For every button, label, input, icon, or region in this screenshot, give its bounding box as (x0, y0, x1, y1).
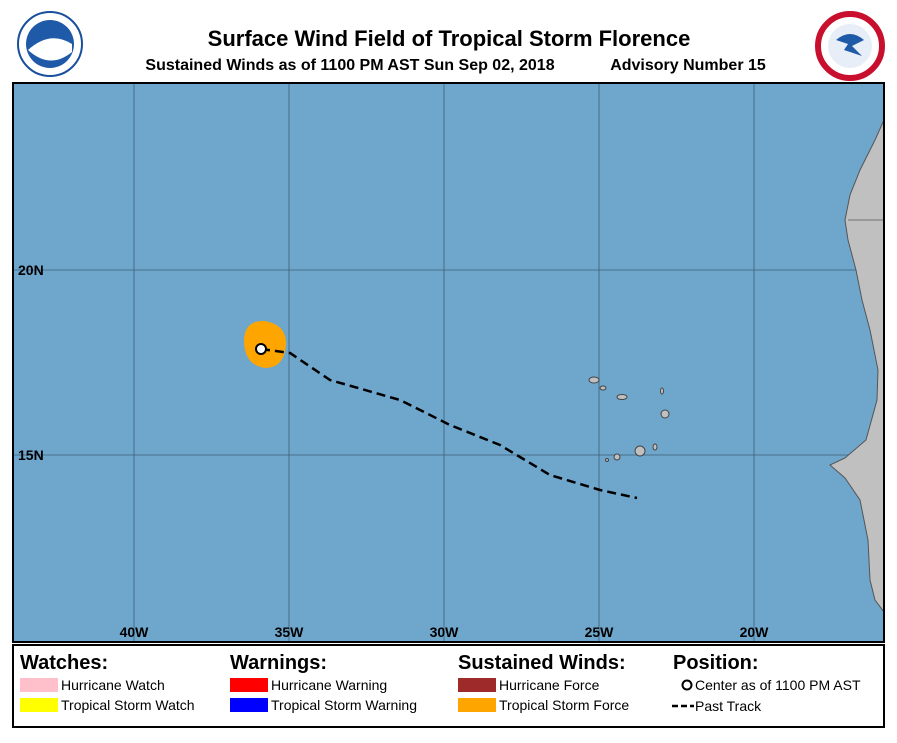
legend-swatch (20, 698, 58, 712)
legend-label: Hurricane Watch (61, 677, 165, 693)
map-frame (13, 83, 884, 642)
legend: Watches: Hurricane Watch Tropical Storm Wa… (20, 652, 629, 713)
africa-coast (829, 119, 884, 613)
legend-label: Tropical Storm Watch (61, 697, 195, 713)
legend-label: Hurricane Force (499, 677, 600, 693)
longitude-label: 20W (740, 624, 770, 640)
storm-center (255, 343, 267, 355)
legend-label: Tropical Storm Force (499, 697, 629, 713)
ocean (13, 83, 884, 642)
longitude-label: 30W (430, 624, 460, 640)
past-track (260, 347, 638, 500)
map-border (12, 82, 885, 643)
legend-box (12, 644, 885, 728)
legend-title: Position: (673, 652, 759, 674)
subtitle: Sustained Winds as of 1100 PM AST Sun Se… (145, 57, 554, 74)
nws-logo (815, 11, 885, 81)
legend-title: Warnings: (230, 652, 327, 674)
legend-label: Hurricane Warning (271, 677, 387, 693)
legend-label: Past Track (695, 698, 762, 714)
longitude-label: 40W (120, 624, 150, 640)
title: Surface Wind Field of Tropical Storm Flo… (208, 26, 691, 51)
legend-swatch (230, 678, 268, 692)
legend-title: Watches: (20, 652, 108, 674)
legend-label: Tropical Storm Warning (271, 697, 417, 713)
legend-swatch (458, 698, 496, 712)
longitude-label: 25W (585, 624, 615, 640)
cape-verde (588, 376, 670, 462)
longitude-label: 35W (275, 624, 305, 640)
legend-swatch (20, 678, 58, 692)
latitude-label: 15N (18, 447, 44, 463)
legend-label: Center as of 1100 PM AST (695, 677, 861, 693)
latitude-label: 20N (18, 262, 44, 278)
center-symbol (681, 679, 693, 691)
advisory: Advisory Number 15 (610, 57, 766, 74)
legend-title: Sustained Winds: (458, 652, 626, 674)
position-legend: Position: Center as of 1100 PM AST Past … (672, 652, 861, 714)
noaa-logo (17, 11, 83, 77)
legend-swatch (230, 698, 268, 712)
graticule (13, 83, 884, 642)
legend-swatch (458, 678, 496, 692)
tropical-storm-wind-field (244, 320, 287, 368)
